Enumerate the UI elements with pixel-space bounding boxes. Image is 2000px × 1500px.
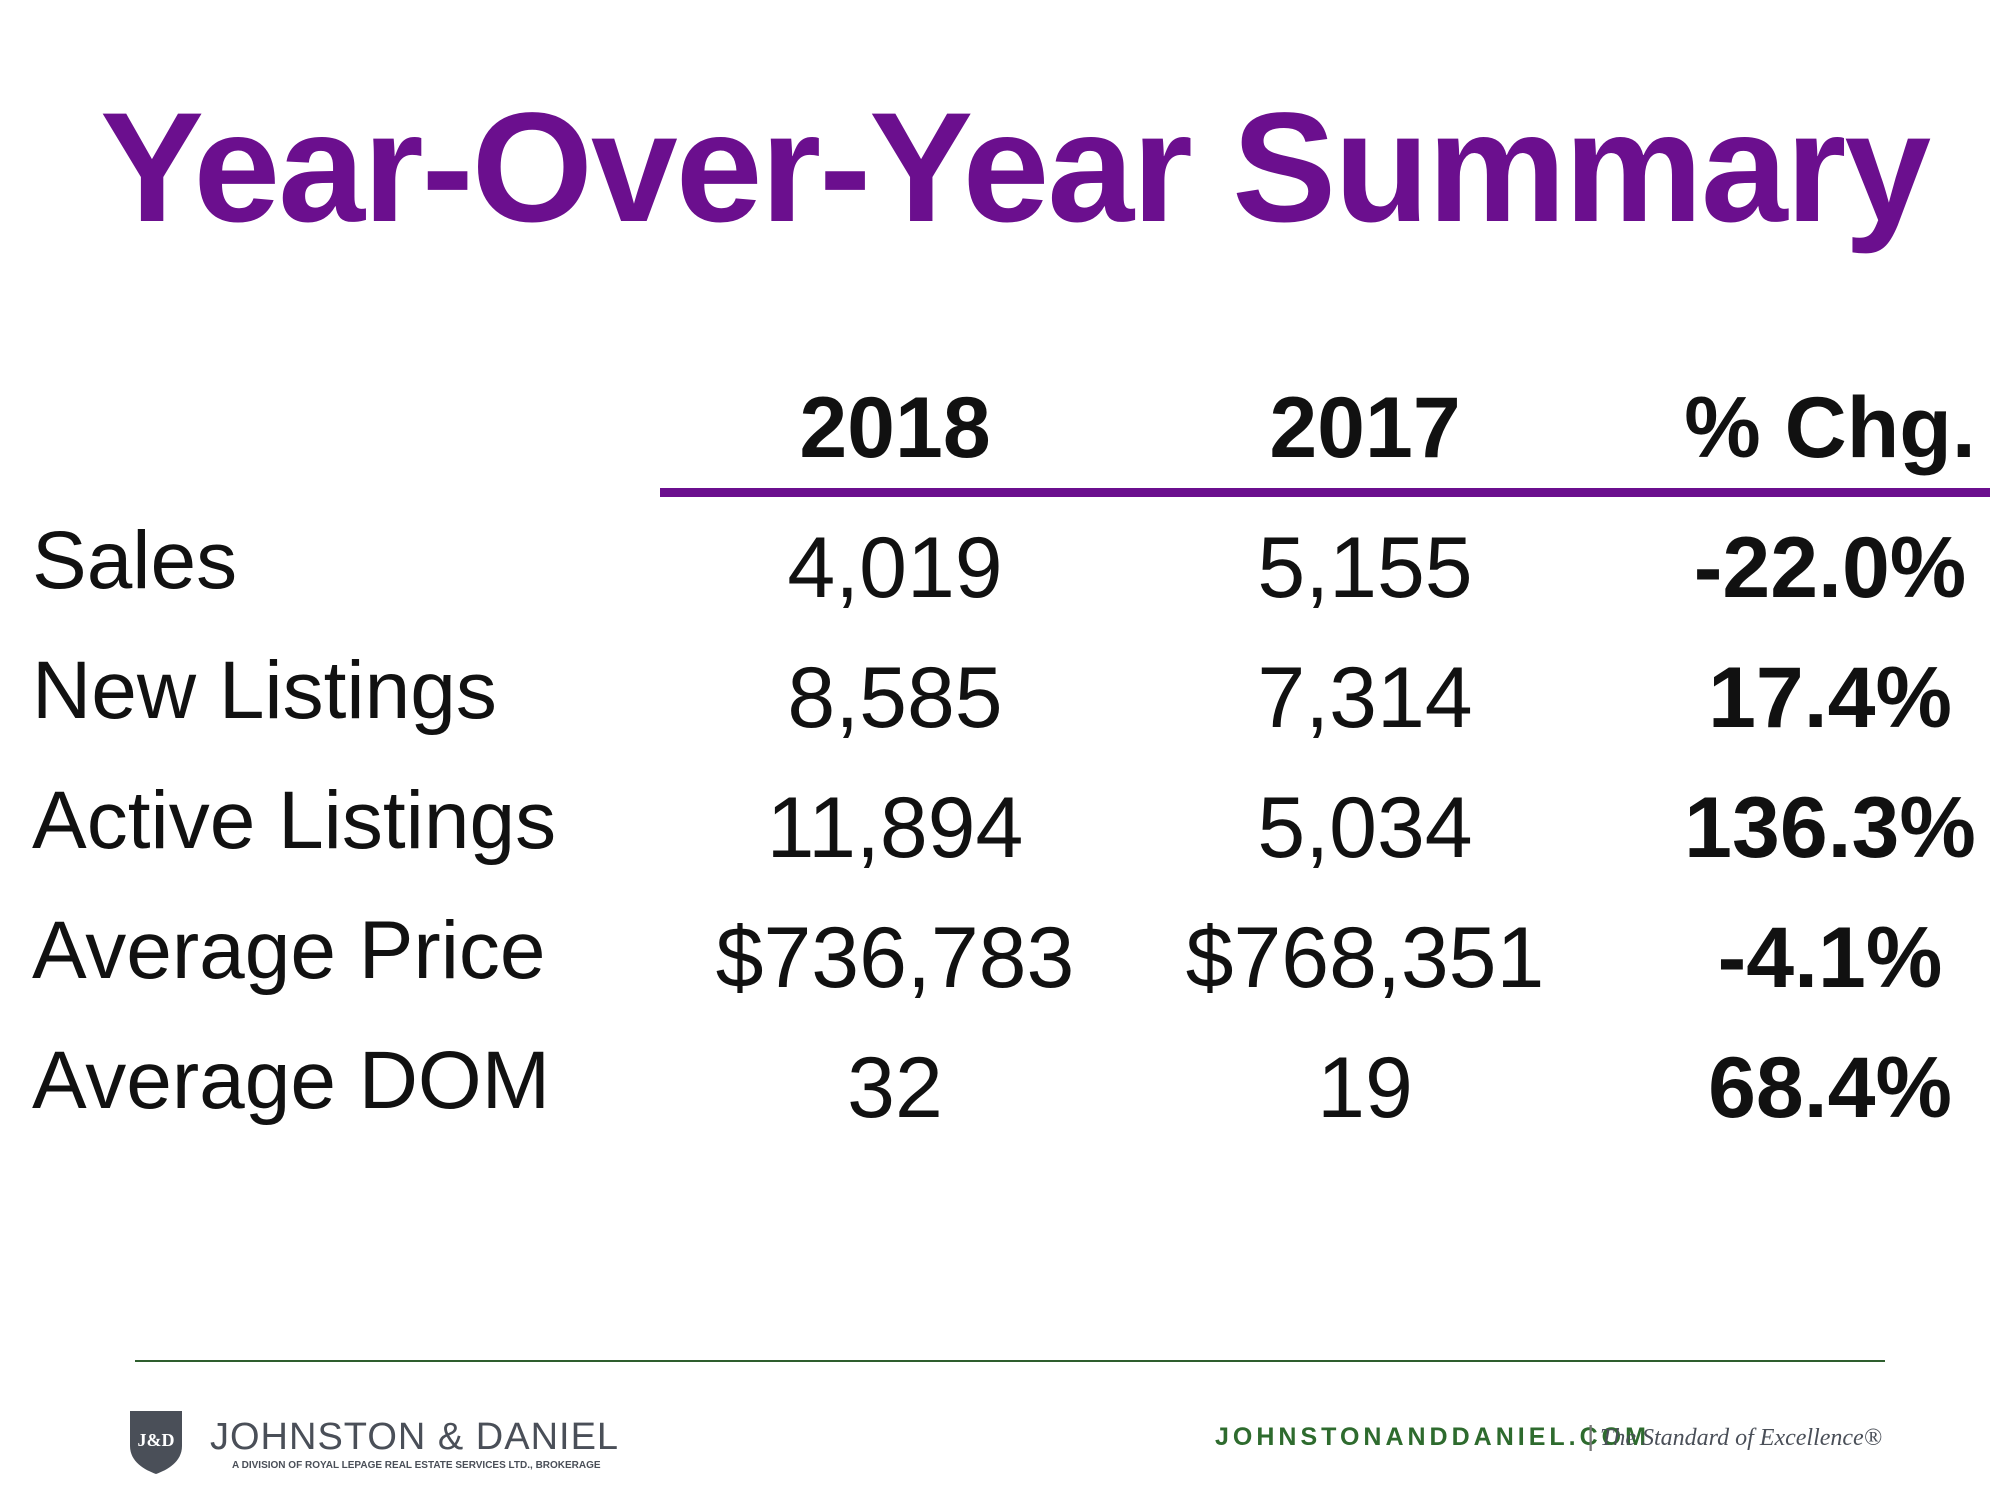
row-label-average-price: Average Price (32, 905, 546, 996)
brand-subtitle: A DIVISION OF ROYAL LEPAGE REAL ESTATE S… (232, 1460, 601, 1471)
cell-new-listings-2018: 8,585 (787, 650, 1003, 746)
footer-divider (135, 1360, 1885, 1362)
row-label-average-dom: Average DOM (32, 1035, 551, 1126)
cell-active-listings-2018: 11,894 (766, 780, 1024, 876)
footer-separator: | (1587, 1420, 1595, 1451)
column-header-2018: 2018 (799, 380, 991, 476)
cell-active-listings-chg: 136.3% (1684, 780, 1976, 876)
cell-average-dom-2017: 19 (1317, 1040, 1413, 1136)
column-header-pct-change: % Chg. (1684, 380, 1976, 476)
cell-new-listings-chg: 17.4% (1708, 650, 1952, 746)
cell-sales-2017: 5,155 (1257, 520, 1473, 616)
column-header-2017: 2017 (1269, 380, 1461, 476)
header-divider (660, 488, 1990, 497)
shield-logo-icon: J&D (130, 1411, 182, 1474)
website-link[interactable]: JOHNSTONANDDANIEL.COM (1215, 1423, 1650, 1451)
cell-sales-chg: -22.0% (1693, 520, 1967, 616)
row-label-active-listings: Active Listings (32, 775, 557, 866)
cell-average-price-chg: -4.1% (1717, 910, 1943, 1006)
logo-initials: J&D (138, 1430, 175, 1450)
page-title: Year-Over-Year Summary (100, 81, 1931, 255)
cell-average-price-2017: $768,351 (1185, 910, 1545, 1006)
cell-average-dom-2018: 32 (847, 1040, 943, 1136)
cell-active-listings-2017: 5,034 (1257, 780, 1473, 876)
cell-average-price-2018: $736,783 (715, 910, 1075, 1006)
row-label-new-listings: New Listings (32, 645, 497, 736)
row-label-sales: Sales (32, 515, 238, 606)
tagline: The Standard of Excellence® (1600, 1425, 1882, 1451)
cell-new-listings-2017: 7,314 (1257, 650, 1473, 746)
cell-average-dom-chg: 68.4% (1708, 1040, 1952, 1136)
brand-name: JOHNSTON & DANIEL (210, 1416, 620, 1458)
cell-sales-2018: 4,019 (787, 520, 1003, 616)
